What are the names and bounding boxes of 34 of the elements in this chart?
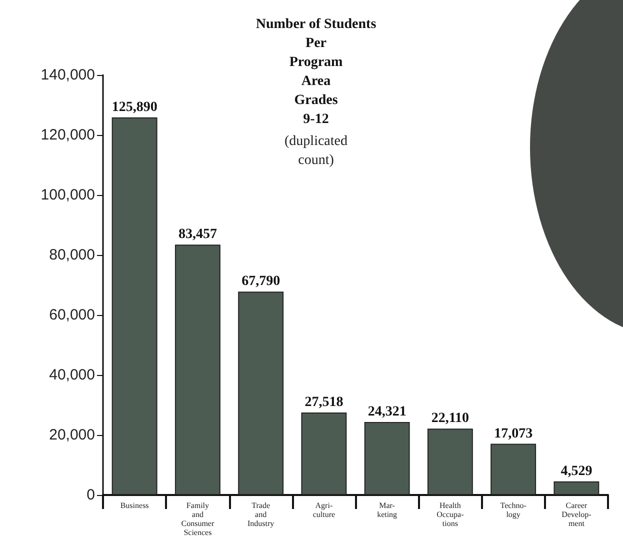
bar [174,244,220,495]
x-tick-label: Health Occupa- tions [436,501,464,528]
bar [364,422,410,495]
bar [112,117,158,495]
x-tick-label: Agri- culture [312,501,336,519]
y-tick-label: 140,000 [40,66,95,84]
y-tick-label: 60,000 [49,306,95,324]
y-tick-label: 0 [86,486,95,504]
y-tick-label: 40,000 [49,366,95,384]
bar [427,428,473,495]
data-label: 4,529 [560,464,592,479]
y-tick-label: 100,000 [40,186,95,204]
data-label: 125,890 [112,100,158,115]
x-tick-label: Business [120,501,149,510]
x-tick-label: Techno- logy [500,501,527,519]
data-label: 17,073 [494,426,533,442]
bar [301,412,347,495]
y-tick-label: 120,000 [40,126,95,144]
x-tick-label: Family and Consumer Sciences [181,501,214,537]
chart-title: Number of Students Per Program Area Grades 9-12 [256,17,377,127]
x-tick-label: Mar- keting [377,501,398,519]
data-label: 22,110 [431,411,470,426]
bar [554,481,600,495]
y-tick-label: 20,000 [49,426,95,444]
data-label: 24,321 [368,404,406,420]
bar [490,444,536,495]
bar [238,292,284,495]
x-tick-label: Trade and Industry [247,501,274,528]
data-label: 27,518 [304,394,344,410]
data-label: 83,457 [178,227,217,242]
text: (duplicated count) [284,134,348,168]
y-tick-label: 80,000 [49,246,95,264]
data-label: 67,790 [242,274,280,290]
x-tick-label: Career Develop- ment [562,501,592,528]
